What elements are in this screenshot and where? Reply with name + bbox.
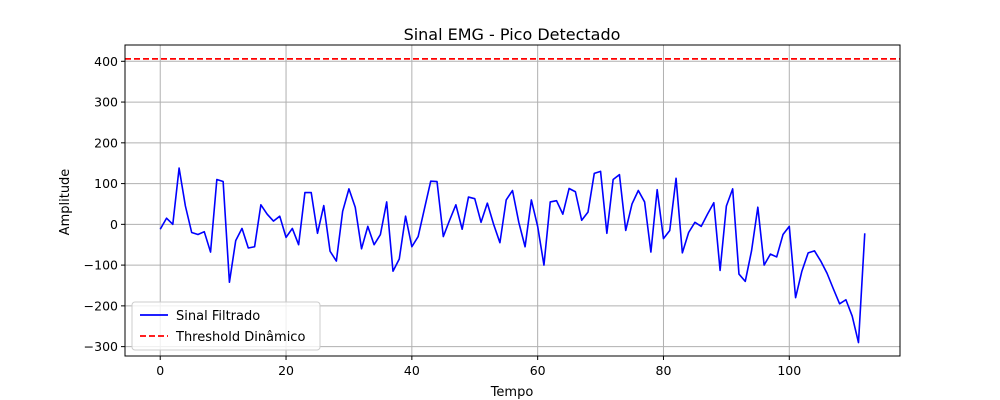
y-tick-label: 400	[94, 54, 118, 69]
legend-box	[131, 301, 321, 351]
chart-title: Sinal EMG - Pico Detectado	[404, 25, 621, 44]
x-tick-label: 100	[777, 363, 801, 378]
legend-label-sinal-filtrado: Sinal Filtrado	[176, 309, 260, 324]
y-tick-label: 300	[94, 95, 118, 110]
signal-line	[159, 167, 866, 344]
legend-label-threshold: Threshold Dinâmico	[175, 330, 305, 345]
x-axis-ticks: 0 20 40 60 80 100	[156, 356, 801, 378]
legend: Sinal Filtrado Threshold Dinâmico	[131, 301, 321, 351]
y-tick-label: −300	[84, 339, 118, 354]
x-axis-label: Tempo	[490, 385, 534, 400]
y-axis-ticks: −300 −200 −100 0 100 200 300 400	[84, 54, 125, 354]
y-tick-label: −100	[84, 258, 118, 273]
y-tick-label: −200	[84, 298, 118, 313]
x-tick-label: 20	[278, 363, 294, 378]
y-tick-label: 200	[94, 135, 118, 150]
plot-frame	[124, 44, 901, 357]
y-tick-label: 100	[94, 176, 118, 191]
x-tick-label: 80	[656, 363, 672, 378]
y-axis-label: Amplitude	[58, 169, 73, 236]
x-tick-label: 0	[156, 363, 164, 378]
series-layer	[159, 167, 866, 344]
x-tick-label: 40	[404, 363, 420, 378]
y-tick-label: 0	[110, 217, 118, 232]
x-tick-label: 60	[530, 363, 546, 378]
grid	[125, 45, 900, 356]
